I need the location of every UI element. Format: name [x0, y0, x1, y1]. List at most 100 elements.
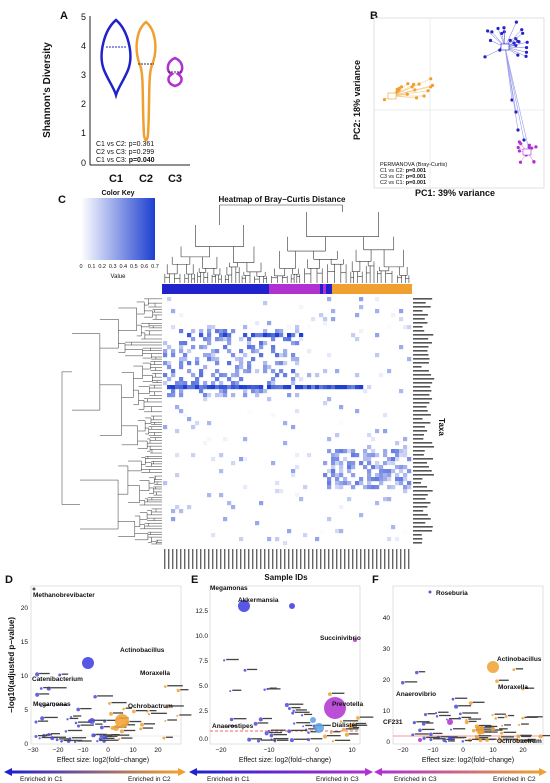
heatmap-cell: [255, 349, 260, 354]
heatmap-cell: [335, 461, 340, 466]
volcano-label-mark: [479, 737, 489, 739]
heatmap-cell: [339, 449, 344, 454]
heatmap-cell: [175, 473, 180, 478]
heatmap-cell: [307, 373, 312, 378]
heatmap-cell: [295, 373, 300, 378]
heatmap-cell: [351, 473, 356, 478]
volcano-point: [454, 704, 459, 709]
ve-xtick-10: 10: [348, 747, 356, 754]
heatmap-cell: [179, 377, 184, 382]
volcano-label-mark: [276, 739, 289, 741]
volcano-point: [165, 705, 169, 709]
heatmap-cell: [219, 389, 224, 394]
heatmap-cell: [359, 481, 364, 486]
heatmap-cell: [219, 333, 224, 338]
volcano-point: [538, 734, 543, 739]
color-key-tick: 0.3: [109, 264, 117, 270]
pca-point-c1: [500, 31, 504, 36]
heatmap-cell: [323, 461, 328, 466]
taxa-label-mark: [413, 342, 432, 344]
volcano-point: [300, 714, 304, 717]
volcano-label-mark: [501, 736, 514, 738]
left-dendrogram: [61, 298, 162, 545]
sample-label-mark: [384, 549, 386, 569]
heatmap-cell: [219, 385, 224, 390]
volcano-label-mark: [111, 701, 127, 704]
heatmap-cell: [211, 385, 216, 390]
heatmap-ylabel: Taxa: [437, 418, 446, 436]
volcano-point: [92, 724, 95, 726]
volcano-point: [289, 738, 294, 743]
heatmap-cell: [255, 393, 260, 398]
heatmap-cell: [391, 469, 396, 474]
sample-label-mark: [288, 549, 290, 569]
heatmap-cell: [407, 457, 412, 462]
volcano-label-mark: [44, 716, 58, 719]
heatmap-cell: [267, 365, 272, 370]
panel-d-letter: D: [5, 574, 13, 586]
volcano-point: [243, 668, 247, 672]
volcano-label-mark: [472, 701, 485, 703]
heatmap-cell: [243, 437, 248, 442]
pca-point-c2: [382, 98, 387, 102]
taxa-label-mark: [413, 522, 426, 524]
heatmap-cell: [179, 409, 184, 414]
heatmap-cell: [195, 385, 200, 390]
volcano-label-mark: [121, 737, 133, 739]
ve-ytick-7-5: 7.5: [199, 658, 208, 665]
heatmap-cell: [379, 477, 384, 482]
volcano-point: [495, 679, 499, 683]
panel-e-letter: E: [191, 574, 198, 586]
volcano-point: [485, 738, 489, 742]
heatmap-cell: [331, 469, 336, 474]
heatmap-cell: [383, 477, 388, 482]
heatmap-cell: [171, 349, 176, 354]
volcano-label-mark: [508, 714, 515, 717]
heatmap-cell: [235, 369, 240, 374]
heatmap-cell: [271, 337, 276, 342]
volcano-label-mark: [418, 671, 426, 673]
heatmap-cell: [307, 349, 312, 354]
panel-f-letter: F: [372, 574, 379, 586]
volcano-label-mark: [521, 735, 532, 738]
sample-label-mark: [324, 549, 326, 569]
sample-label-mark: [184, 549, 186, 569]
heatmap-cell: [383, 413, 388, 418]
heatmap-cell: [403, 529, 408, 534]
pca-point-c1: [486, 29, 490, 33]
volcano-point: [147, 713, 151, 716]
heatmap-cell: [259, 345, 264, 350]
heatmap-cell: [291, 425, 296, 430]
heatmap-cell: [359, 513, 364, 518]
taxa-label-mark: [413, 310, 423, 312]
pca-point-c1: [524, 45, 529, 50]
heatmap-cell: [283, 373, 288, 378]
heatmap-cell: [179, 381, 184, 386]
heatmap-cell: [215, 329, 220, 334]
heatmap-cell: [243, 457, 248, 462]
heatmap-cell: [267, 385, 272, 390]
vf-xtick-0: 0: [461, 747, 465, 754]
taxa-label-mark: [413, 422, 431, 424]
taxa-label-mark: [413, 366, 422, 368]
heatmap-cell: [283, 441, 288, 446]
heatmap-cell: [279, 369, 284, 374]
volcano-label-mark: [50, 733, 60, 735]
heatmap-cell: [167, 393, 172, 398]
heatmap-cell: [359, 385, 364, 390]
heatmap-cell: [387, 469, 392, 474]
heatmap-cell: [375, 309, 380, 314]
pca-point-c2: [405, 92, 409, 96]
color-key-ticks: 0 0.1 0.2 0.3 0.4 0.5 0.6 0.7: [79, 264, 158, 270]
pca-point-c2: [414, 96, 419, 100]
pca-point-c1: [496, 26, 500, 31]
heatmap-cell: [251, 385, 256, 390]
sample-label-mark: [252, 549, 254, 569]
volcano-label-mark: [468, 720, 477, 723]
sample-label-mark: [196, 549, 198, 569]
heatmap-cell: [223, 337, 228, 342]
volcano-point: [429, 738, 433, 742]
heatmap-cell: [375, 461, 380, 466]
heatmap-cell: [255, 389, 260, 394]
heatmap-cell: [371, 453, 376, 458]
